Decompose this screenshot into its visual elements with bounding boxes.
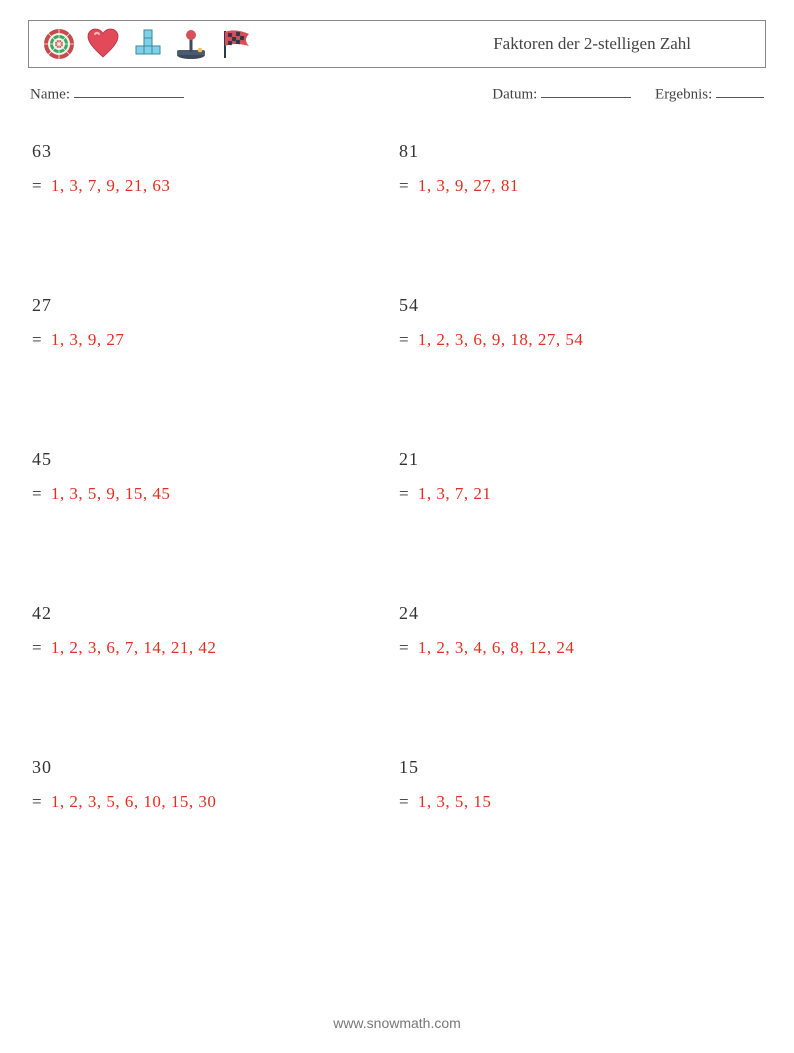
equals-sign: = xyxy=(32,484,47,503)
problem-item: 27 = 1, 3, 9, 27 xyxy=(32,291,399,445)
factors-list: 1, 2, 3, 5, 6, 10, 15, 30 xyxy=(51,792,217,811)
problem-item: 54 = 1, 2, 3, 6, 9, 18, 27, 54 xyxy=(399,291,766,445)
header-icons xyxy=(43,28,251,60)
name-label: Name: xyxy=(30,86,70,102)
problem-answer: = 1, 3, 5, 15 xyxy=(399,792,766,812)
problem-item: 63 = 1, 3, 7, 9, 21, 63 xyxy=(32,137,399,291)
equals-sign: = xyxy=(32,638,47,657)
problem-item: 30 = 1, 2, 3, 5, 6, 10, 15, 30 xyxy=(32,753,399,907)
problem-number: 81 xyxy=(399,141,766,162)
worksheet-title: Faktoren der 2-stelligen Zahl xyxy=(493,34,691,54)
date-field: Datum: xyxy=(492,84,631,103)
factors-list: 1, 3, 5, 9, 15, 45 xyxy=(51,484,171,503)
factors-list: 1, 2, 3, 6, 9, 18, 27, 54 xyxy=(418,330,584,349)
problem-answer: = 1, 3, 7, 9, 21, 63 xyxy=(32,176,399,196)
problem-number: 63 xyxy=(32,141,399,162)
equals-sign: = xyxy=(399,176,414,195)
problem-number: 24 xyxy=(399,603,766,624)
equals-sign: = xyxy=(32,176,47,195)
equals-sign: = xyxy=(32,792,47,811)
problem-answer: = 1, 3, 5, 9, 15, 45 xyxy=(32,484,399,504)
footer-link: www.snowmath.com xyxy=(0,1015,794,1031)
problem-number: 21 xyxy=(399,449,766,470)
problem-number: 42 xyxy=(32,603,399,624)
equals-sign: = xyxy=(399,330,414,349)
factors-list: 1, 3, 5, 15 xyxy=(418,792,492,811)
score-field: Ergebnis: xyxy=(655,84,764,103)
problem-answer: = 1, 2, 3, 6, 7, 14, 21, 42 xyxy=(32,638,399,658)
problem-item: 45 = 1, 3, 5, 9, 15, 45 xyxy=(32,445,399,599)
problem-item: 15 = 1, 3, 5, 15 xyxy=(399,753,766,907)
factors-list: 1, 2, 3, 6, 7, 14, 21, 42 xyxy=(51,638,217,657)
meta-row: Name: Datum: Ergebnis: xyxy=(28,84,766,103)
joystick-icon xyxy=(175,28,207,60)
name-blank xyxy=(74,84,184,98)
date-blank xyxy=(541,84,631,98)
problem-item: 24 = 1, 2, 3, 4, 6, 8, 12, 24 xyxy=(399,599,766,753)
problem-answer: = 1, 2, 3, 6, 9, 18, 27, 54 xyxy=(399,330,766,350)
problem-answer: = 1, 2, 3, 4, 6, 8, 12, 24 xyxy=(399,638,766,658)
problem-answer: = 1, 3, 9, 27, 81 xyxy=(399,176,766,196)
factors-list: 1, 3, 7, 21 xyxy=(418,484,492,503)
flag-icon xyxy=(219,28,251,60)
problem-item: 81 = 1, 3, 9, 27, 81 xyxy=(399,137,766,291)
date-label: Datum: xyxy=(492,86,537,102)
dartboard-icon xyxy=(43,28,75,60)
tetris-icon xyxy=(131,28,163,60)
factors-list: 1, 3, 9, 27 xyxy=(51,330,125,349)
problem-number: 45 xyxy=(32,449,399,470)
score-label: Ergebnis: xyxy=(655,86,712,102)
problem-answer: = 1, 2, 3, 5, 6, 10, 15, 30 xyxy=(32,792,399,812)
problem-answer: = 1, 3, 7, 21 xyxy=(399,484,766,504)
problems-grid: 63= 1, 3, 7, 9, 21, 6381= 1, 3, 9, 27, 8… xyxy=(28,137,766,907)
equals-sign: = xyxy=(399,638,414,657)
name-field: Name: xyxy=(30,84,184,103)
problem-number: 30 xyxy=(32,757,399,778)
header-box: Faktoren der 2-stelligen Zahl xyxy=(28,20,766,68)
problem-number: 27 xyxy=(32,295,399,316)
factors-list: 1, 3, 7, 9, 21, 63 xyxy=(51,176,171,195)
score-blank xyxy=(716,84,764,98)
equals-sign: = xyxy=(399,792,414,811)
problem-number: 54 xyxy=(399,295,766,316)
problem-item: 21 = 1, 3, 7, 21 xyxy=(399,445,766,599)
problem-number: 15 xyxy=(399,757,766,778)
factors-list: 1, 3, 9, 27, 81 xyxy=(418,176,519,195)
heart-icon xyxy=(87,28,119,60)
factors-list: 1, 2, 3, 4, 6, 8, 12, 24 xyxy=(418,638,575,657)
problem-answer: = 1, 3, 9, 27 xyxy=(32,330,399,350)
problem-item: 42 = 1, 2, 3, 6, 7, 14, 21, 42 xyxy=(32,599,399,753)
equals-sign: = xyxy=(399,484,414,503)
equals-sign: = xyxy=(32,330,47,349)
